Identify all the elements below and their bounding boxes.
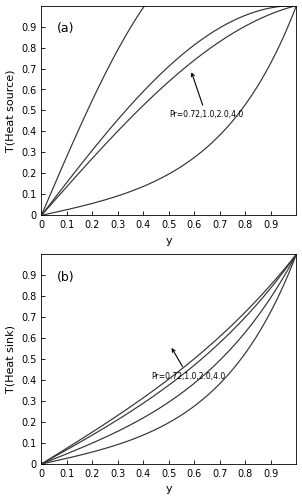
X-axis label: y: y (165, 236, 172, 246)
Y-axis label: T(Heat sink): T(Heat sink) (5, 325, 16, 393)
Text: Pr=0.72,1.0,2.0,4.0: Pr=0.72,1.0,2.0,4.0 (169, 74, 243, 120)
Text: Pr=0.72,1.0,2.0,4.0: Pr=0.72,1.0,2.0,4.0 (151, 349, 225, 380)
Y-axis label: T(Heat source): T(Heat source) (5, 69, 16, 152)
X-axis label: y: y (165, 484, 172, 494)
Text: (a): (a) (57, 22, 74, 36)
Text: (b): (b) (57, 271, 74, 284)
